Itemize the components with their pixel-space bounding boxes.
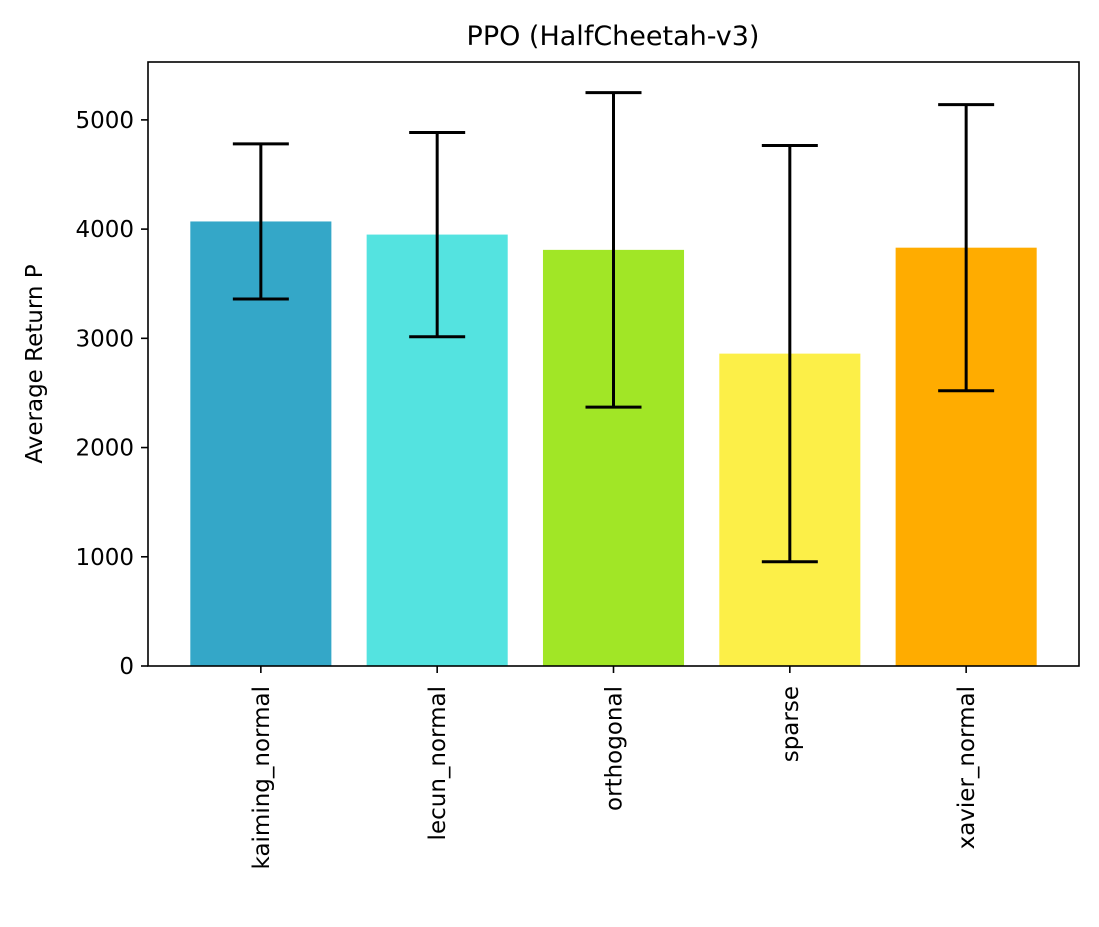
x-tick-label-lecun_normal: lecun_normal [425,686,451,840]
y-tick-label-1000: 1000 [75,545,134,571]
x-tick-label-orthogonal: orthogonal [602,686,628,811]
x-tick-label-xavier_normal: xavier_normal [954,686,980,849]
chart-title: PPO (HalfCheetah-v3) [467,21,760,52]
y-tick-label-5000: 5000 [75,108,134,134]
y-tick-label-0: 0 [119,654,134,680]
error-bars-group [232,91,995,564]
y-axis-label: Average Return P [22,264,48,463]
y-tick-label-3000: 3000 [75,326,134,352]
x-tick-label-kaiming_normal: kaiming_normal [249,686,275,869]
x-tick-label-sparse: sparse [778,686,804,762]
y-tick-label-4000: 4000 [75,217,134,243]
y-axis: 0 1000 2000 3000 4000 5000 [75,108,148,680]
y-tick-label-2000: 2000 [75,436,134,462]
x-axis: kaiming_normal lecun_normal orthogonal spar… [249,666,980,869]
